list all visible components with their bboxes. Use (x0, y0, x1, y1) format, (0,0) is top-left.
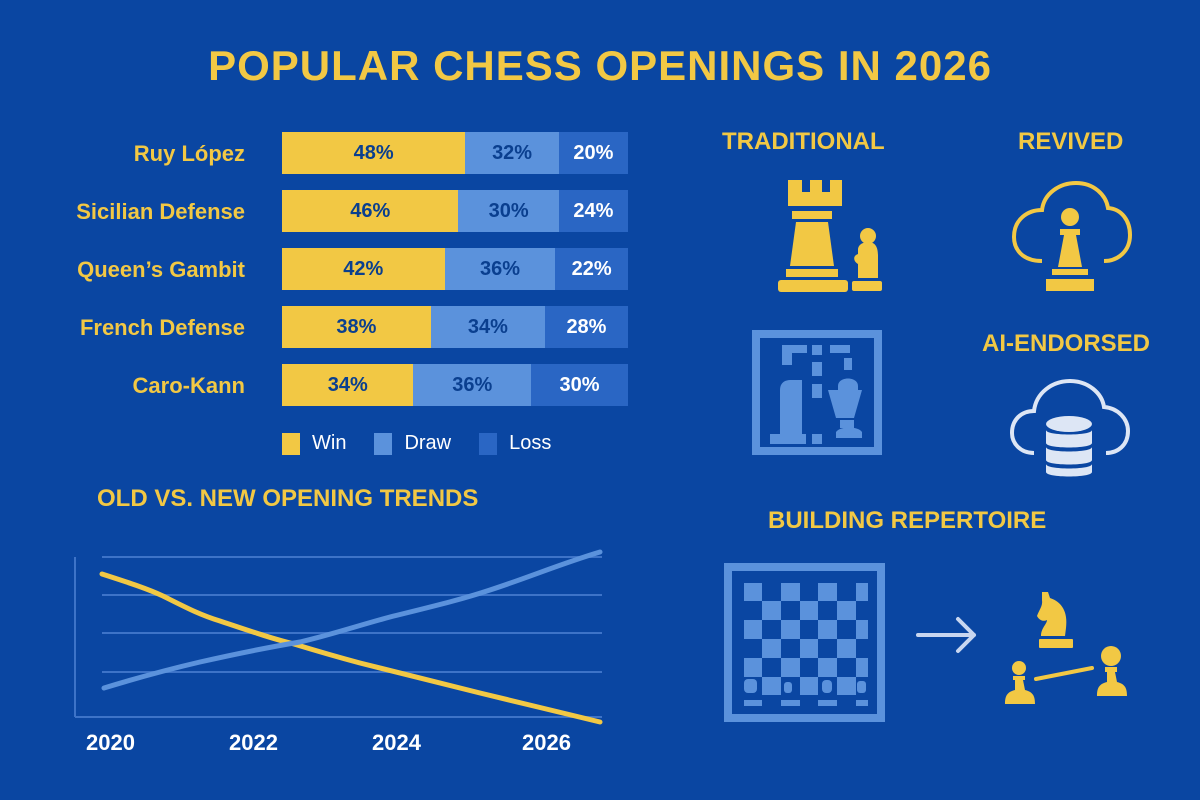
win-segment: 42% (282, 248, 445, 290)
rook-pawn-icon (778, 180, 882, 292)
page-title: POPULAR CHESS OPENINGS IN 2026 (208, 42, 992, 89)
bar-row: 48% 32% 20% (282, 132, 628, 174)
win-segment: 38% (282, 306, 431, 348)
old-trend-line (99, 571, 603, 725)
x-tick: 2022 (229, 730, 278, 755)
revived-label: REVIVED (1018, 128, 1124, 155)
legend-label: Win (312, 432, 347, 454)
win-segment: 48% (282, 132, 466, 174)
arrow-right-icon (916, 617, 976, 653)
chessboard-icon (724, 563, 885, 722)
draw-swatch (374, 432, 393, 455)
loss-segment: 24% (558, 190, 628, 232)
bar-row: 34% 36% 30% (282, 364, 628, 406)
traditional-label: TRADITIONAL (722, 128, 885, 155)
draw-segment: 36% (444, 248, 556, 290)
x-tick: 2024 (372, 730, 421, 755)
draw-segment: 32% (465, 132, 559, 174)
legend-draw: Draw (374, 432, 451, 455)
legend-loss: Loss (479, 432, 551, 455)
legend-label: Draw (404, 432, 452, 454)
loss-segment: 22% (555, 248, 628, 290)
loss-segment: 28% (544, 306, 628, 348)
legend-win: Win (282, 432, 346, 455)
ai-endorsed-label: AI-ENDORSED (982, 330, 1151, 357)
row-label: Ruy López (133, 141, 245, 166)
row-label: Sicilian Defense (76, 199, 245, 224)
cloud-database-icon (1009, 378, 1131, 477)
building-repertoire-label: BUILDING REPERTOIRE (768, 507, 1047, 534)
trends-line-chart (74, 549, 603, 725)
legend-label: Loss (509, 432, 552, 454)
x-tick: 2026 (522, 730, 571, 755)
trends-title: OLD VS. NEW OPENING TRENDS (97, 485, 479, 512)
win-segment: 34% (282, 364, 414, 406)
win-segment: 46% (282, 190, 459, 232)
row-label: Caro-Kann (132, 373, 245, 398)
row-label: French Defense (79, 315, 245, 340)
loss-segment: 20% (558, 132, 628, 174)
bar-row: 38% 34% 28% (282, 306, 628, 348)
legend: Win Draw Loss (282, 432, 579, 455)
loss-swatch (479, 432, 498, 455)
knight-pawns-icon (1005, 592, 1127, 704)
loss-segment: 30% (531, 364, 628, 406)
win-swatch (282, 432, 300, 455)
x-tick: 2020 (86, 730, 135, 755)
new-trend-line (101, 549, 603, 691)
row-label: Queen’s Gambit (77, 257, 245, 282)
bar-row: 42% 36% 22% (282, 248, 628, 290)
gridlines (74, 556, 602, 718)
draw-segment: 36% (413, 364, 532, 406)
bar-row: 46% 30% 24% (282, 190, 628, 232)
draw-segment: 30% (458, 190, 559, 232)
board-pieces-icon (752, 330, 882, 455)
cloud-pawn-icon (1011, 180, 1133, 291)
draw-segment: 34% (430, 306, 545, 348)
